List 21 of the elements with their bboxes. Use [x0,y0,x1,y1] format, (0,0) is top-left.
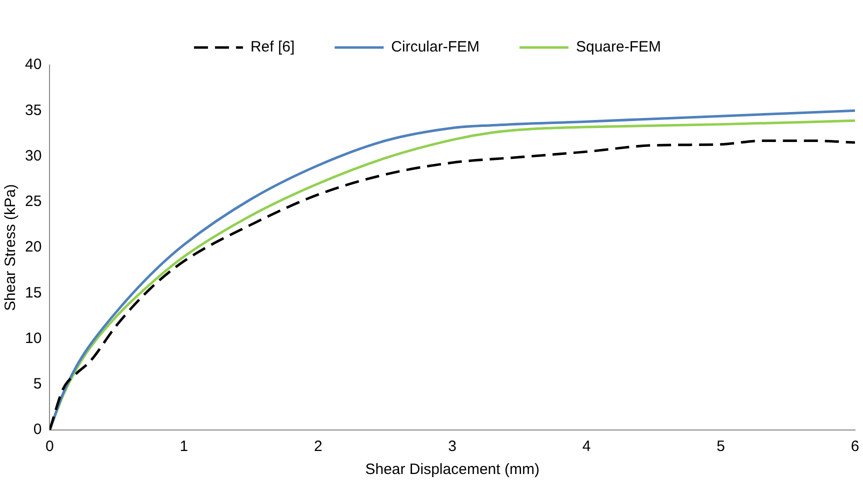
y-tick-label: 5 [33,376,42,393]
x-tick-label: 0 [46,438,54,456]
y-tick-label: 20 [24,238,42,256]
x-tick-label: 5 [716,438,725,456]
y-axis-title: Shear Stress (kPa) [2,184,20,311]
y-tick-label: 30 [24,147,42,164]
y-tick-label: 25 [24,193,42,210]
legend-label: Circular-FEM [391,38,480,56]
legend-label: Ref [6] [250,38,295,56]
y-tick-label: 10 [24,330,42,347]
y-tick-label: 15 [24,284,42,302]
x-tick-label: 4 [582,438,591,456]
x-tick-label: 6 [850,438,860,456]
y-tick-label: 0 [33,421,42,438]
x-axis-title: Shear Displacement (mm) [365,461,540,478]
x-tick-label: 3 [448,438,457,456]
x-tick-label: 2 [314,438,322,456]
x-tick-label: 1 [180,438,188,456]
y-tick-label: 40 [24,56,42,74]
legend-label: Square-FEM [576,38,662,56]
y-tick-label: 35 [24,102,42,119]
